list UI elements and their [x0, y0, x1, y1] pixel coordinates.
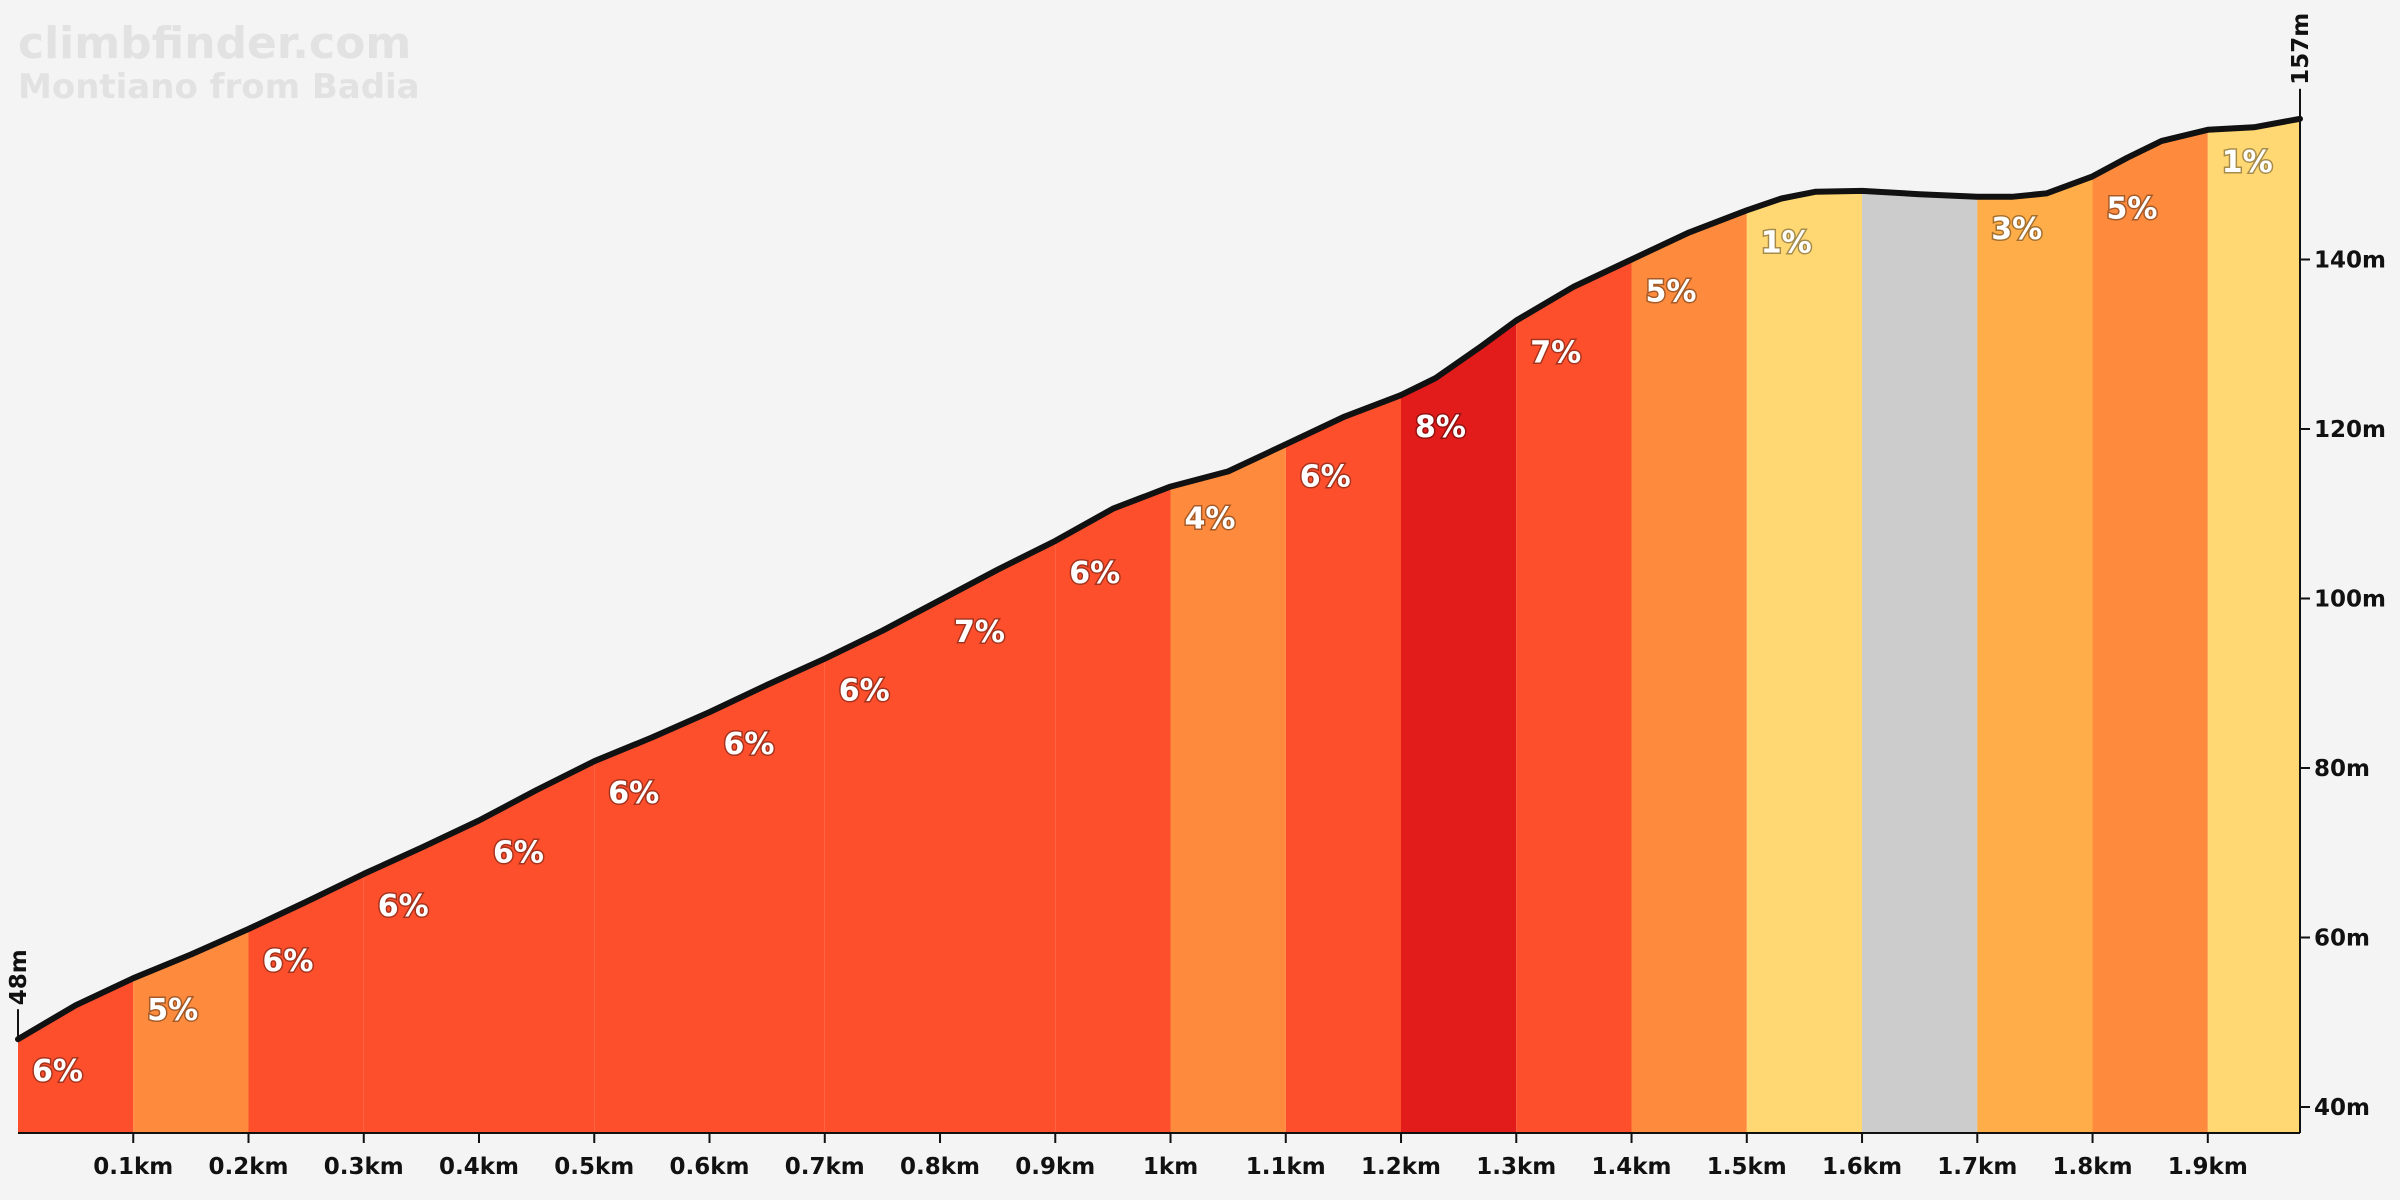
y-tick-label-4: 100m: [2314, 587, 2386, 613]
elevation-profile-line: [15, 115, 2303, 1043]
gradient-segment-16: [1746, 190, 1862, 1133]
gradient-label-19: 5%: [2107, 191, 2158, 226]
gradient-label-5: 6%: [493, 836, 544, 871]
gradient-segment-1: [18, 978, 134, 1133]
gradient-label-16: 1%: [1761, 225, 1812, 260]
x-tick-label-13: 1.3km: [1476, 1154, 1556, 1180]
gradient-label-18: 3%: [1991, 212, 2042, 247]
gradient-segment-7: [709, 658, 825, 1133]
gradient-label-3: 6%: [263, 944, 314, 979]
gradient-segment-18: [1977, 176, 2093, 1133]
gradient-segment-19: [2092, 129, 2208, 1134]
gradient-segment-14: [1516, 259, 1632, 1133]
y-tick-label-2: 60m: [2314, 926, 2370, 952]
gradient-label-20: 1%: [2222, 145, 2273, 180]
gradient-label-9: 7%: [954, 615, 1005, 650]
gradient-segment-12: [1285, 395, 1401, 1134]
axes: 0.1km 0.2km 0.3km 0.4km 0.5km 0.6km 0.7km 0.8km…: [6, 13, 2386, 1180]
gradient-segment-15: [1631, 210, 1747, 1134]
x-tick-label-19: 1.9km: [2168, 1154, 2248, 1180]
gradient-label-11: 4%: [1185, 502, 1236, 537]
x-tick-label-1: 0.1km: [93, 1154, 173, 1180]
gradient-label-7: 6%: [724, 727, 775, 762]
y-tick-label-5: 120m: [2314, 417, 2386, 443]
x-tick-label-16: 1.6km: [1822, 1154, 1902, 1180]
climb-title: Montiano from Badia: [18, 67, 420, 107]
x-tick-label-18: 1.8km: [2053, 1154, 2133, 1180]
gradient-segment-9: [940, 540, 1056, 1133]
gradient-segment-3: [248, 873, 364, 1133]
x-tick-label-15: 1.5km: [1707, 1154, 1787, 1180]
x-tick-label-6: 0.6km: [670, 1154, 750, 1180]
x-tick-label-14: 1.4km: [1592, 1154, 1672, 1180]
gradient-label-13: 8%: [1415, 410, 1466, 445]
gradient-label-2: 5%: [147, 993, 198, 1028]
gradient-labels: 6% 5% 6% 6% 6% 6% 6% 6% 7% 6% 4% 6% 8% 7% 5% 1% 3% 5% 1%: [31, 143, 2275, 1090]
gradient-segment-6: [594, 712, 710, 1133]
gradient-segments: [18, 118, 2300, 1134]
gradient-label-4: 6%: [378, 889, 429, 924]
gradient-segment-4: [363, 820, 479, 1133]
gradient-label-14: 7%: [1530, 336, 1581, 371]
gradient-label-6: 6%: [608, 776, 659, 811]
gradient-segment-5: [479, 761, 595, 1133]
y-tick-label-3: 80m: [2314, 756, 2370, 782]
end-elevation-label: 157m: [2288, 13, 2314, 85]
x-tick-label-10: 1km: [1143, 1154, 1198, 1180]
gradient-segment-13: [1401, 320, 1517, 1133]
brand-watermark: climbfinder.com: [18, 18, 411, 69]
gradient-label-12: 6%: [1300, 459, 1351, 494]
start-elevation-label: 48m: [6, 949, 32, 1005]
x-tick-label-7: 0.7km: [785, 1154, 865, 1180]
gradient-segment-11: [1170, 444, 1286, 1133]
gradient-label-15: 5%: [1646, 275, 1697, 310]
x-tick-label-9: 0.9km: [1015, 1154, 1095, 1180]
gradient-segment-10: [1055, 486, 1171, 1134]
gradient-segment-20: [2207, 118, 2300, 1134]
x-tick-label-4: 0.4km: [439, 1154, 519, 1180]
gradient-segment-8: [824, 600, 940, 1133]
gradient-label-1: 6%: [32, 1054, 83, 1089]
gradient-segment-2: [133, 929, 249, 1133]
x-tick-label-12: 1.2km: [1361, 1154, 1441, 1180]
x-tick-label-3: 0.3km: [324, 1154, 404, 1180]
x-tick-label-5: 0.5km: [554, 1154, 634, 1180]
y-tick-label-1: 40m: [2314, 1095, 2370, 1121]
x-tick-label-2: 0.2km: [208, 1154, 288, 1180]
gradient-segment-17: [1862, 190, 1978, 1133]
y-tick-label-6: 140m: [2314, 248, 2386, 274]
gradient-label-10: 6%: [1069, 556, 1120, 591]
gradient-label-8: 6%: [839, 674, 890, 709]
profile-line-layer: [15, 115, 2303, 1043]
x-tick-label-8: 0.8km: [900, 1154, 980, 1180]
x-tick-label-17: 1.7km: [1937, 1154, 2017, 1180]
x-tick-label-11: 1.1km: [1246, 1154, 1326, 1180]
